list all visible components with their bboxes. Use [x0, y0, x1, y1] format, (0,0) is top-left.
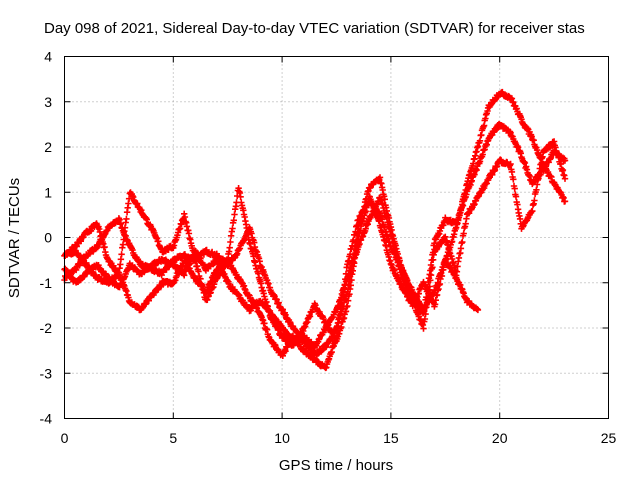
- data-point: [123, 215, 130, 223]
- data-point: [230, 217, 237, 224]
- data-point: [535, 171, 543, 178]
- x-tick-labels: 0 5 10 15 20 25: [61, 430, 617, 446]
- data-point: [381, 196, 388, 203]
- y-tick-label: -3: [40, 365, 53, 381]
- data-point: [561, 198, 569, 205]
- data-point: [426, 283, 433, 290]
- data-point: [474, 306, 482, 314]
- data-point: [561, 175, 569, 182]
- y-tick-label: -4: [40, 411, 53, 427]
- data-point: [336, 312, 344, 320]
- y-tick-label: 3: [44, 94, 52, 110]
- y-tick-label: 2: [44, 139, 52, 155]
- data-point: [237, 193, 244, 200]
- data-point: [227, 238, 234, 246]
- data-point: [531, 197, 538, 204]
- data-point: [226, 244, 233, 251]
- data-marks: [61, 88, 569, 372]
- data-point: [458, 204, 465, 211]
- x-axis-title: GPS time / hours: [279, 457, 393, 474]
- y-tick-label: -1: [40, 275, 53, 291]
- chart-title: Day 098 of 2021, Sidereal Day-to-day VTE…: [44, 20, 585, 37]
- axis-ticks: [64, 56, 609, 419]
- data-point: [511, 185, 518, 192]
- y-axis-title: SDTVAR / TECUs: [6, 178, 23, 298]
- x-tick-label: 0: [61, 430, 69, 446]
- data-point: [229, 225, 236, 232]
- data-point: [460, 230, 467, 237]
- data-point: [427, 271, 435, 279]
- y-tick-label: 4: [44, 49, 52, 65]
- data-point: [510, 176, 517, 183]
- x-tick-label: 5: [169, 430, 177, 446]
- data-point: [376, 174, 384, 181]
- y-tick-label: 1: [44, 184, 52, 200]
- data-point: [118, 251, 125, 258]
- data-point: [529, 207, 536, 215]
- data-point: [420, 325, 427, 332]
- y-tick-label: -2: [40, 320, 53, 336]
- x-tick-label: 10: [274, 430, 290, 446]
- x-tick-label: 25: [601, 430, 617, 446]
- data-point: [476, 137, 484, 144]
- data-point: [362, 208, 369, 215]
- data-point: [224, 257, 231, 264]
- data-point: [430, 251, 437, 258]
- data-point: [438, 272, 446, 280]
- y-tick-labels: -4 -3 -2 -1 0 1 2 3 4: [40, 49, 53, 427]
- series-track-4: [61, 138, 569, 351]
- data-point: [538, 161, 545, 168]
- data-point: [429, 264, 436, 271]
- data-point: [507, 160, 514, 168]
- x-tick-label: 20: [492, 430, 508, 446]
- y-tick-label: 0: [44, 230, 52, 246]
- data-point: [422, 310, 429, 318]
- data-point: [121, 231, 128, 238]
- x-tick-label: 15: [383, 430, 399, 446]
- data-point: [512, 193, 520, 200]
- data-point: [459, 238, 466, 246]
- data-point: [561, 157, 569, 164]
